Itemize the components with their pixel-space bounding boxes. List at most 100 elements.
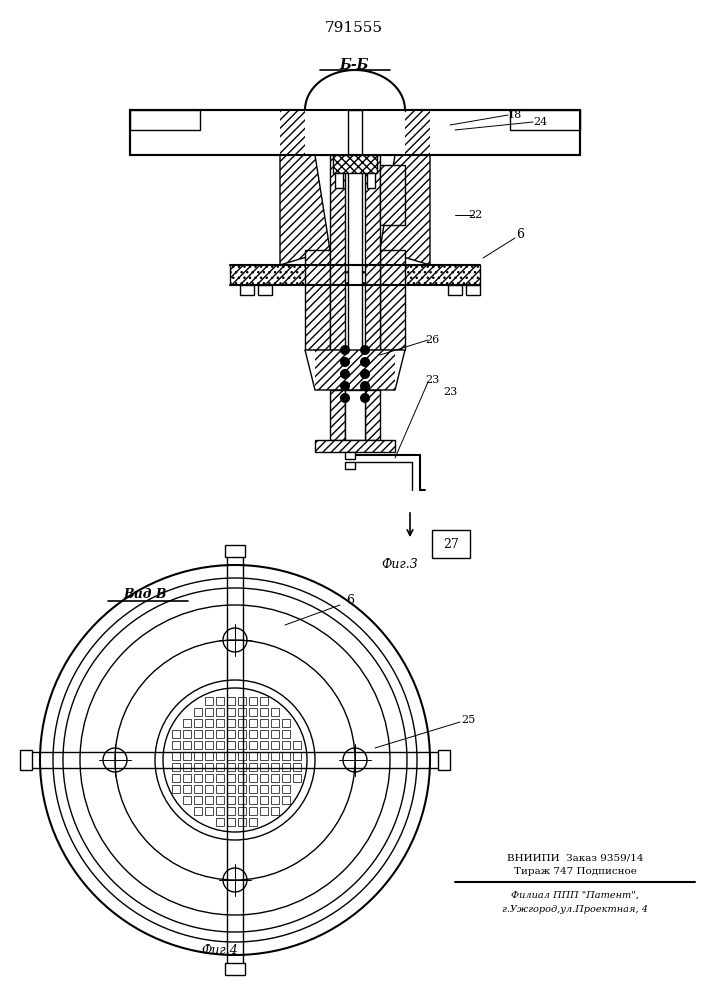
Bar [194,774,202,782]
Bar [260,807,268,815]
Text: 22: 22 [468,210,482,220]
Bar [315,350,395,390]
Text: ВНИИПИ  Заказ 9359/14: ВНИИПИ Заказ 9359/14 [507,854,643,862]
Text: 18: 18 [508,110,522,120]
Text: 25: 25 [461,715,475,725]
Polygon shape [365,155,380,350]
Bar [238,818,246,826]
Bar [345,390,365,440]
Bar [216,741,224,749]
Bar [249,785,257,793]
Bar [183,719,191,727]
Bar [238,807,246,815]
Bar [330,390,345,440]
Text: 23: 23 [425,375,439,385]
Bar [183,774,191,782]
Bar [293,741,301,749]
Circle shape [360,357,370,367]
Bar [216,796,224,804]
Bar [238,719,246,727]
Bar [238,785,246,793]
Bar [282,719,290,727]
Bar [333,155,377,173]
Text: Тираж 747 Подписное: Тираж 747 Подписное [513,867,636,876]
Bar [258,285,272,295]
Text: 6: 6 [346,593,354,606]
Circle shape [340,345,350,355]
Bar [183,785,191,793]
Bar [271,719,279,727]
Bar [249,741,257,749]
Bar [260,730,268,738]
Bar [438,750,450,770]
Text: 23: 23 [443,387,457,397]
Bar [271,752,279,760]
Circle shape [360,393,370,403]
Bar [260,752,268,760]
Text: г.Ужгород,ул.Проектная, 4: г.Ужгород,ул.Проектная, 4 [502,906,648,914]
Bar [205,730,213,738]
Bar [227,763,235,771]
Bar [238,752,246,760]
Bar [183,796,191,804]
Bar [432,530,470,558]
Circle shape [360,369,370,379]
Bar [205,763,213,771]
Bar [227,796,235,804]
Bar [205,741,213,749]
Bar [405,265,480,285]
Bar [238,774,246,782]
Circle shape [360,381,370,391]
Bar [260,708,268,716]
Text: 6: 6 [516,229,524,241]
Bar [205,785,213,793]
Bar [282,741,290,749]
Bar [238,730,246,738]
Bar [280,110,430,155]
Bar [260,763,268,771]
Bar [249,796,257,804]
Bar [172,763,180,771]
Circle shape [340,357,350,367]
Bar [205,708,213,716]
Bar [260,785,268,793]
Bar [194,730,202,738]
Bar [172,730,180,738]
Text: 27: 27 [443,538,459,550]
Bar [172,774,180,782]
Bar [271,708,279,716]
Bar [240,285,254,295]
Circle shape [340,393,350,403]
Bar [194,763,202,771]
Polygon shape [380,250,405,350]
Bar [238,763,246,771]
Bar [227,774,235,782]
Bar [216,697,224,705]
Circle shape [340,381,350,391]
Bar [260,774,268,782]
Bar [271,763,279,771]
Bar [194,708,202,716]
Bar [282,763,290,771]
Bar [216,785,224,793]
Bar [260,796,268,804]
Bar [293,763,301,771]
Bar [260,741,268,749]
Bar [282,785,290,793]
Bar [448,285,462,295]
Bar [194,807,202,815]
Polygon shape [130,110,580,155]
Bar [282,730,290,738]
Bar [216,807,224,815]
Text: Б-Б: Б-Б [339,58,369,72]
Bar [227,730,235,738]
Circle shape [360,345,370,355]
Bar [205,719,213,727]
Bar [238,697,246,705]
Bar [216,730,224,738]
Bar [216,752,224,760]
Text: 24: 24 [533,117,547,127]
Bar [194,719,202,727]
Text: Филиал ППП "Патент",: Филиал ППП "Патент", [511,890,639,900]
Polygon shape [130,110,200,130]
